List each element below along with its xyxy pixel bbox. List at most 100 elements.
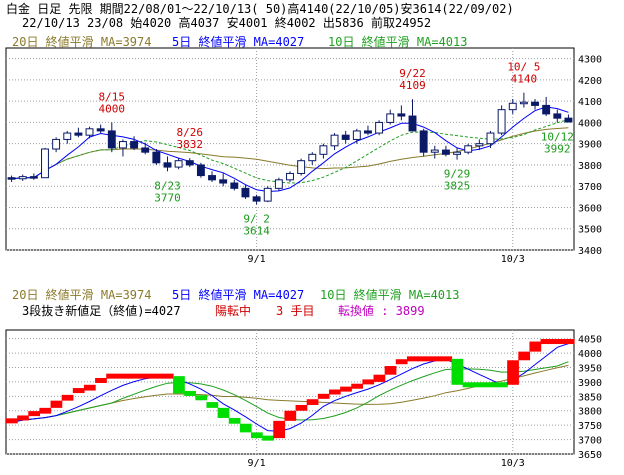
brick-block xyxy=(39,407,52,414)
candle-body xyxy=(375,121,384,134)
candle-x-tick-label: 9/1 xyxy=(248,254,266,265)
brick-block xyxy=(184,390,196,396)
candle-body xyxy=(408,115,417,132)
brick-block xyxy=(462,382,475,388)
candle-body xyxy=(553,113,562,119)
candle-body xyxy=(74,132,83,136)
candle-y-tick-label: 4000 xyxy=(578,118,602,129)
candle-y-tick-label: 4100 xyxy=(578,97,602,108)
candle-body xyxy=(386,113,395,123)
candle-annotation-value: 4140 xyxy=(511,73,538,86)
brick-y-tick-label: 3750 xyxy=(578,421,602,432)
header-line-2: 22/10/13 23/08 始4020 高4037 安4001 終4002 出… xyxy=(22,16,432,30)
candle-body xyxy=(274,179,283,189)
candle-annotation-date: 9/ 2 xyxy=(243,212,270,225)
candle-x-tick-label: 10/3 xyxy=(501,254,525,265)
candle-body xyxy=(163,162,172,168)
legend-ma10: 10日 終値平滑 MA=4013 xyxy=(328,34,467,49)
candle-body xyxy=(341,134,350,140)
candle-annotation-date: 8/23 xyxy=(154,179,181,192)
candle-body xyxy=(441,149,450,155)
brick-block xyxy=(518,351,531,361)
candle-annotation-value: 4000 xyxy=(99,102,126,115)
brick-block xyxy=(239,423,252,433)
candle-body xyxy=(130,141,139,149)
candle-body xyxy=(219,179,228,184)
candle-body xyxy=(453,151,462,155)
candle-annotation-date: 10/ 5 xyxy=(507,61,540,74)
candle-body xyxy=(519,101,528,105)
brick-y-tick-label: 4000 xyxy=(578,349,602,360)
brick-block xyxy=(284,410,297,421)
brick-block xyxy=(262,435,274,441)
brick-block xyxy=(473,382,486,388)
candle-body xyxy=(85,128,94,136)
candle-body xyxy=(286,172,294,181)
candle-annotation-date: 10/12 xyxy=(541,130,574,143)
candle-annotation-value: 3992 xyxy=(544,142,571,155)
brick-block xyxy=(161,373,174,379)
candle-body xyxy=(364,130,372,134)
candle-annotation-date: 8/26 xyxy=(177,126,204,139)
candle-annotation-date: 8/15 xyxy=(99,90,126,103)
brick-block xyxy=(440,356,453,362)
brick-block xyxy=(195,395,208,401)
candle-body xyxy=(497,109,506,134)
legend-ma10: 10日 終値平滑 MA=4013 xyxy=(320,287,459,302)
brick-block xyxy=(206,402,219,408)
header-line-1: 白金 日足 先限 期間22/08/01～22/10/13( 50)高4140(2… xyxy=(6,2,514,16)
candle-body xyxy=(118,141,127,149)
brick-block xyxy=(95,377,107,383)
brick-block xyxy=(6,418,18,424)
brick-block xyxy=(139,373,152,379)
candle-body xyxy=(52,138,61,150)
brick-block xyxy=(362,379,375,385)
candle-body xyxy=(486,132,495,145)
brick-y-tick-label: 3900 xyxy=(578,378,602,389)
brick-x-tick-label: 10/3 xyxy=(501,458,525,469)
brick-block xyxy=(128,373,141,379)
brick-y-tick-label: 4050 xyxy=(578,335,602,346)
candle-ma20-line xyxy=(11,127,569,180)
brick-block xyxy=(540,339,553,345)
candle-body xyxy=(41,148,49,179)
candle-body xyxy=(230,182,239,189)
brick-block xyxy=(340,386,352,392)
brick-block xyxy=(551,339,564,345)
candle-body xyxy=(475,143,484,147)
candle-y-tick-label: 3500 xyxy=(578,225,602,236)
candle-body xyxy=(531,101,539,106)
candle-annotation-value: 3614 xyxy=(243,224,270,237)
brick-block xyxy=(496,382,508,388)
brick-y-tick-label: 3700 xyxy=(578,436,602,447)
candle-body xyxy=(263,187,272,202)
brick-block xyxy=(50,400,63,408)
brick-block xyxy=(295,404,308,411)
legend-ma20: 20日 終値平滑 MA=3974 xyxy=(12,34,151,49)
candle-body xyxy=(18,176,27,180)
candle-annotation-value: 3825 xyxy=(444,180,471,193)
brick-block xyxy=(351,383,363,389)
candle-body xyxy=(63,132,72,140)
candle-body xyxy=(464,145,473,153)
brick-block xyxy=(117,373,130,379)
brick-ma5-line xyxy=(11,343,569,432)
candle-annotation-date: 9/29 xyxy=(444,168,471,181)
brick-info-count: 3 手目 xyxy=(276,304,314,318)
candle-body xyxy=(196,164,205,177)
candle-y-tick-label: 4300 xyxy=(578,55,602,66)
candle-body xyxy=(308,153,317,162)
brick-block xyxy=(395,359,408,365)
brick-info-reversal: 転換値 : 3899 xyxy=(338,303,425,318)
candle-body xyxy=(107,130,116,149)
brick-block xyxy=(28,411,41,417)
candle-body xyxy=(430,149,439,153)
brick-block xyxy=(228,417,241,424)
brick-block xyxy=(451,358,464,385)
brick-block xyxy=(61,394,74,401)
candle-body xyxy=(7,177,16,180)
brick-block xyxy=(418,356,430,362)
candle-body xyxy=(319,145,328,155)
brick-plot-frame xyxy=(5,329,575,455)
legend-ma5: 5日 終値平滑 MA=4027 xyxy=(172,287,304,302)
